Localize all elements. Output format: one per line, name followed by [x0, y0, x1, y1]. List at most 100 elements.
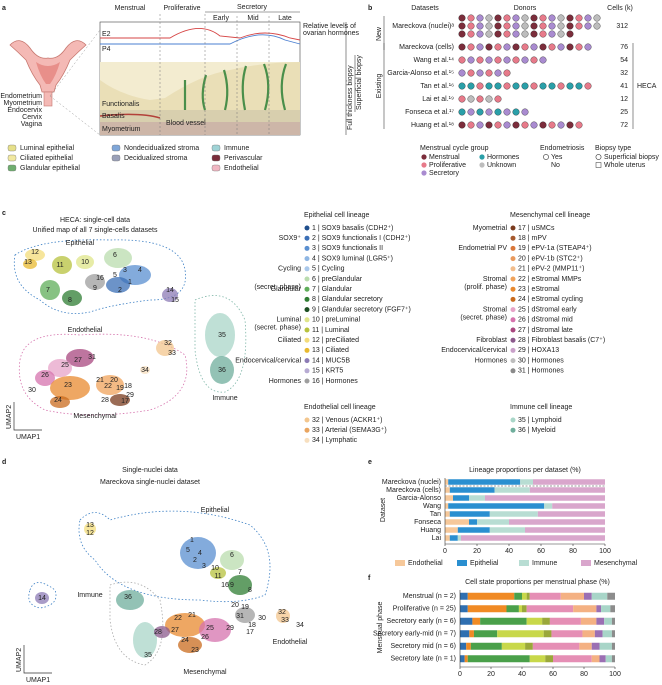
cluster-label: 26	[41, 372, 49, 379]
bar-segment	[611, 642, 615, 650]
bar-segment	[601, 605, 611, 613]
y-axis-label: Dataset	[380, 498, 387, 522]
cluster-label: 12	[86, 530, 94, 537]
cluster-label: 4	[138, 267, 142, 274]
bar-segment	[485, 495, 605, 501]
cluster-label: 19	[116, 385, 124, 392]
layer-label: Functionalis	[102, 101, 140, 108]
cluster-label: 6	[230, 552, 234, 559]
lineage-label: Mesenchymal	[183, 669, 227, 676]
cluster-swatch	[510, 296, 516, 302]
bar-segment	[460, 592, 468, 600]
umap-cluster	[276, 609, 290, 623]
cluster-label: 31	[88, 354, 96, 361]
lineage-outline	[109, 581, 164, 666]
cluster-label: 19	[241, 604, 249, 611]
cluster-label: 1	[128, 279, 132, 286]
cluster-label: 8	[68, 297, 72, 304]
bar-segment	[522, 592, 527, 600]
cell-count: 41	[620, 83, 628, 90]
cluster-swatch	[510, 337, 516, 343]
cluster-swatch	[510, 245, 516, 251]
panel-label: e	[368, 459, 372, 466]
dataset-name: Lai et al.¹⁹	[422, 96, 454, 103]
legend-dot	[421, 170, 427, 176]
cluster-swatch	[304, 337, 310, 343]
donor-dot	[521, 14, 529, 22]
uterus-illustration	[9, 29, 101, 136]
cluster-swatch	[304, 358, 310, 364]
donor-dot	[476, 43, 484, 51]
cluster-label: 28	[154, 629, 162, 636]
legend-swatch	[7, 144, 17, 152]
cell-count: 25	[620, 109, 628, 116]
x-tick-label: 40	[518, 671, 526, 678]
panel-label: a	[2, 5, 6, 12]
x-tick-label: 40	[505, 548, 513, 555]
cluster-name: 11 | Luminal	[312, 327, 350, 334]
group-label: Hormones	[475, 357, 508, 364]
bar-segment	[611, 617, 615, 625]
donor-dot	[548, 121, 556, 129]
donor-dot	[548, 43, 556, 51]
donor-dot	[476, 56, 484, 64]
bar-segment	[473, 630, 498, 638]
cluster-name: 35 | Lymphoid	[518, 417, 562, 424]
y-tick-label: Mareckova (cells)	[386, 487, 441, 494]
bar-segment	[445, 519, 469, 525]
cluster-swatch	[304, 327, 310, 333]
legend-dot	[421, 162, 427, 168]
bar-segment	[467, 592, 515, 600]
legend-label: Superficial biopsy	[604, 154, 659, 161]
hormone-axis: Relative levels of	[303, 23, 356, 30]
cluster-swatch	[304, 437, 310, 443]
panel-label: b	[368, 5, 372, 12]
bar-segment	[537, 511, 605, 517]
cluster-label: 9	[93, 285, 97, 292]
cluster-swatch	[304, 256, 310, 262]
donor-dot	[467, 56, 475, 64]
legend-swatch	[595, 162, 602, 168]
group-label: Cycling	[278, 266, 301, 273]
y-tick-label: Huang	[420, 527, 441, 534]
bar-segment	[596, 617, 605, 625]
donor-dot	[539, 22, 547, 30]
donor-dot	[494, 56, 502, 64]
cluster-name: 22 | eStromal MMPs	[518, 276, 582, 283]
cluster-label: 13	[24, 259, 32, 266]
anatomy-label: Cervix	[22, 114, 42, 121]
donor-dot	[458, 14, 466, 22]
donor-dot	[575, 82, 583, 90]
bar-segment	[460, 617, 473, 625]
donor-dot	[530, 22, 538, 30]
donor-dot	[485, 95, 493, 103]
column-header: Cells (k)	[607, 5, 633, 12]
legend-label: Unknown	[487, 162, 516, 169]
donor-dot	[485, 14, 493, 22]
cluster-name: 28 | Fibroblast basalis (C7⁺)	[518, 337, 605, 344]
group-label: (prolif. phase)	[464, 284, 507, 291]
legend-label: Decidualized stroma	[124, 155, 188, 162]
donor-dot	[557, 43, 565, 51]
bar-segment	[529, 592, 561, 600]
panel-title: Single-nuclei data	[122, 467, 178, 474]
bar-segment	[529, 655, 546, 663]
cluster-label: 14	[38, 595, 46, 602]
donor-dot	[494, 121, 502, 129]
cluster-name: 20 | ePV-1b (STC2⁺)	[518, 255, 583, 262]
legend-title: Endometriosis	[540, 145, 585, 152]
legend-swatch	[7, 154, 17, 162]
bar-segment	[551, 630, 583, 638]
donor-dot	[494, 30, 502, 38]
bar-segment	[445, 535, 450, 541]
anatomy-label: Myometrium	[3, 100, 42, 107]
donor-dot	[458, 56, 466, 64]
donor-dot	[539, 14, 547, 22]
umap-cluster	[165, 613, 205, 637]
donor-dot	[557, 22, 565, 30]
cluster-swatch	[510, 327, 516, 333]
dataset-name: Wang et al.¹⁴	[414, 57, 455, 64]
biopsy-label: Superficial biopsy	[356, 55, 363, 110]
cluster-label: 28	[101, 397, 109, 404]
